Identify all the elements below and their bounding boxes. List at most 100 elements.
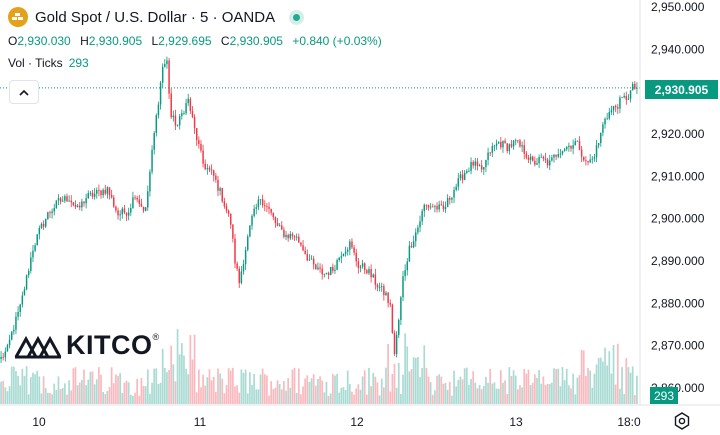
high-label: H <box>80 34 89 48</box>
volume-bar <box>151 382 153 404</box>
settings-icon[interactable] <box>672 411 692 431</box>
candle-body <box>198 140 200 144</box>
candle-body <box>298 236 300 243</box>
candle-body <box>487 152 489 160</box>
volume-bar <box>261 368 264 404</box>
volume-bar <box>602 361 604 404</box>
candle-body <box>215 175 217 180</box>
price-tick-label: 2,910.000 <box>651 169 705 183</box>
candle-body <box>185 103 187 114</box>
volume-bar <box>623 394 626 404</box>
candle-body <box>127 212 130 216</box>
volume-bar <box>621 367 623 404</box>
volume-bar <box>336 373 338 404</box>
volume-bar <box>251 384 253 404</box>
candle-body <box>531 156 534 161</box>
candle-body <box>621 97 623 99</box>
candle-body <box>374 274 377 285</box>
volume-bar <box>334 375 336 404</box>
volume-bar <box>538 369 540 404</box>
volume-bar <box>636 375 638 404</box>
candle-body <box>183 113 185 114</box>
volume-bar <box>238 392 241 404</box>
candle-body <box>566 146 568 150</box>
volume-bar <box>548 383 551 404</box>
volume-bar <box>195 392 198 404</box>
volume-bar <box>329 393 332 404</box>
volume-bar <box>155 368 158 404</box>
candle-body <box>106 187 109 194</box>
candle-body <box>149 171 151 192</box>
candle-body <box>321 268 323 275</box>
candle-body <box>8 339 11 346</box>
volume-bar <box>482 386 485 404</box>
volume-bar <box>442 383 445 404</box>
candle-body <box>442 205 445 210</box>
symbol-title[interactable]: Gold Spot / U.S. Dollar · 5 · OANDA <box>35 8 276 26</box>
candle-body <box>166 60 168 65</box>
collapse-legend-button[interactable] <box>9 80 39 104</box>
candle-body <box>631 83 634 91</box>
candle-body <box>595 145 598 158</box>
time-tick-label: 18:0 <box>617 415 641 429</box>
volume-bar <box>197 369 200 404</box>
volume-bar <box>619 388 621 404</box>
volume-bar <box>553 368 555 404</box>
close-value: 2,930.905 <box>229 34 283 48</box>
volume-bar <box>595 364 598 404</box>
volume-bar <box>561 367 564 404</box>
high-value: 2,930.905 <box>88 34 143 48</box>
volume-bar <box>78 382 81 404</box>
volume-bar <box>555 369 557 404</box>
candle-body <box>53 208 55 212</box>
volume-bar <box>246 393 249 404</box>
candle-body <box>329 266 332 275</box>
candle-body <box>521 145 523 147</box>
candle-body <box>289 233 292 239</box>
candle-body <box>244 249 247 265</box>
volume-bar <box>64 383 66 404</box>
candle-body <box>74 204 77 207</box>
candle-body <box>625 95 628 100</box>
candle-body <box>623 95 625 98</box>
volume-bar <box>523 369 526 404</box>
candle-body <box>181 113 183 117</box>
candle-body <box>261 199 264 206</box>
volume-bar <box>34 374 36 404</box>
candle-body <box>136 197 138 200</box>
volume-label: Vol · Ticks <box>8 56 63 70</box>
candle-body <box>274 217 277 224</box>
volume-bar <box>270 381 273 404</box>
candle-body <box>323 273 326 275</box>
volume-bar <box>255 389 258 404</box>
candle-body <box>393 332 396 354</box>
volume-bar <box>348 384 351 404</box>
candle-body <box>591 158 594 160</box>
volume-legend[interactable]: Vol · Ticks 293 <box>8 56 89 70</box>
volume-bar <box>363 370 366 404</box>
candle-body <box>229 213 232 225</box>
candle-body <box>563 149 566 152</box>
volume-bar <box>87 379 90 404</box>
volume-bar <box>76 385 79 404</box>
volume-bar <box>236 385 238 404</box>
volume-bar <box>15 371 17 404</box>
volume-bar <box>125 380 128 404</box>
candle-body <box>517 140 519 142</box>
candle-body <box>191 110 194 118</box>
price-tick-label: 2,880.000 <box>651 296 705 310</box>
candle-body <box>342 253 345 257</box>
symbol-header[interactable]: Gold Spot / U.S. Dollar · 5 · OANDA <box>8 7 305 27</box>
volume-bar <box>93 384 96 404</box>
volume-bar <box>240 369 243 404</box>
candle-body <box>295 236 298 238</box>
candle-body <box>76 205 79 207</box>
candle-body <box>223 201 226 207</box>
volume-bar <box>287 378 290 404</box>
candle-body <box>470 162 472 171</box>
volume-bar <box>123 382 126 404</box>
volume-bar <box>395 387 398 404</box>
candle-body <box>68 200 70 202</box>
candle-body <box>619 97 621 109</box>
